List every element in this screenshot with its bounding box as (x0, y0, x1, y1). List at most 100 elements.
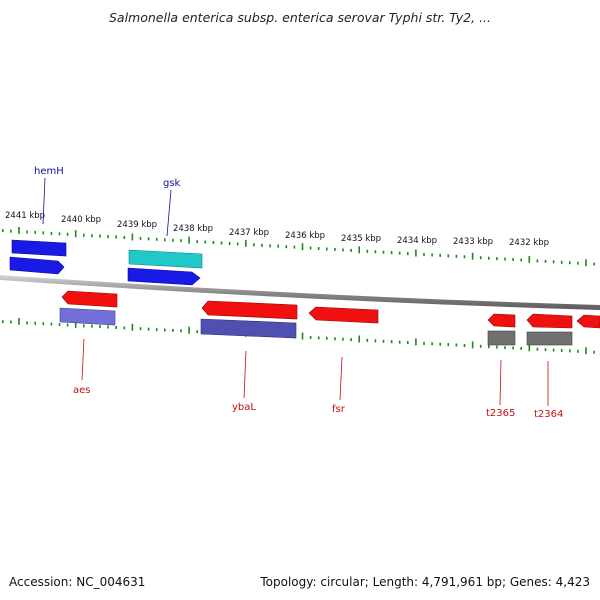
scale-lower-tick (415, 338, 417, 346)
scale-upper-tick (309, 246, 312, 250)
gene-aes[interactable] (61, 290, 118, 308)
leader-aes (81, 338, 85, 381)
scale-lower-tick (196, 330, 198, 334)
scale-upper-tick (423, 253, 425, 256)
scale-upper-tick (593, 262, 595, 266)
scale-upper-tick (382, 250, 385, 254)
scale-upper-tick (107, 235, 109, 239)
scale-lower-tick (2, 320, 4, 324)
scale-upper-tick (577, 261, 579, 265)
gene-fsr[interactable] (308, 306, 379, 324)
scale-upper-tick (123, 236, 126, 239)
scale-lower-tick (512, 346, 514, 350)
gene-labels: hemH gsk aes ybaL fsr t2365 t2364 (34, 166, 563, 420)
feature-t2364-rna[interactable] (526, 331, 573, 346)
scale-lower-tick (115, 326, 117, 329)
gene-hemH[interactable] (11, 239, 67, 257)
scale-lower-tick (398, 340, 401, 344)
scale-upper-tick (164, 238, 166, 242)
scale-lower-tick (358, 335, 360, 343)
scale-upper-tick (253, 243, 255, 247)
scale-upper-tick (374, 250, 377, 254)
scale-upper-tick (350, 248, 352, 252)
scale-upper-tick (398, 251, 401, 255)
feature-t2365-rna[interactable] (487, 330, 516, 346)
scale-upper-tick (50, 231, 53, 235)
feature-hemH-cds[interactable] (9, 256, 65, 275)
scale-upper-tick (463, 255, 466, 259)
label-ybaL[interactable]: ybaL (232, 402, 256, 413)
scale-upper-tick (277, 244, 279, 248)
scale-lower-tick (382, 339, 385, 343)
scale-upper-tick (293, 245, 296, 249)
scale-upper-tick (66, 232, 69, 236)
scale-upper-tick (220, 241, 223, 245)
scale-lower-tick (123, 326, 126, 330)
scale-upper-tick (560, 260, 563, 264)
scale-upper-tick (2, 229, 4, 233)
scale-lower-tick (342, 337, 344, 341)
feature-aes-cds[interactable] (59, 307, 116, 326)
accession-text: Accession: NC_004631 (9, 575, 146, 589)
scale-upper-tick (99, 234, 101, 238)
gene-t2365[interactable] (487, 313, 516, 328)
label-t2364[interactable]: t2364 (534, 409, 563, 420)
scale-lower-tick (407, 341, 409, 344)
scale-lower-tick (99, 325, 101, 329)
scale-lower-tick (188, 326, 190, 334)
label-aes[interactable]: aes (73, 385, 91, 396)
scale-upper-tick (115, 235, 117, 239)
feature-ybaL-cds[interactable] (200, 318, 297, 339)
scale-upper-tick (147, 237, 150, 241)
leader-hemH (42, 177, 46, 225)
scale-label-2435: 2435 kbp (341, 234, 381, 244)
scale-upper-tick (74, 230, 77, 238)
scale-lower-tick (139, 327, 142, 331)
scale-lower-tick (50, 322, 53, 326)
label-leaders (42, 177, 549, 406)
scale-upper-tick (504, 257, 506, 261)
scale-upper-tick (439, 253, 441, 257)
leader-t2365 (499, 359, 502, 406)
scale-upper-tick (455, 254, 458, 258)
scale-upper-tick (301, 243, 304, 251)
scale-lower-tick (10, 320, 12, 324)
scale-lower-tick (317, 336, 320, 340)
scale-label-2441: 2441 kbp (5, 211, 45, 221)
scale-lower-tick (18, 317, 20, 325)
gene-gsk[interactable] (128, 249, 203, 269)
scale-lower-tick (164, 328, 166, 332)
scale-upper-tick (228, 242, 231, 245)
scale-upper-tick (188, 236, 190, 244)
scale-lower-tick (447, 343, 450, 347)
scale-lower-tick (66, 323, 69, 327)
scale-upper-tick (212, 241, 215, 244)
scale-lower-tick (91, 324, 93, 328)
label-hemH[interactable]: hemH (34, 166, 64, 177)
gene-partial-right[interactable] (576, 314, 600, 329)
scale-lower-tick (488, 345, 490, 349)
gene-t2364[interactable] (526, 313, 573, 329)
scale-label-2436: 2436 kbp (285, 231, 325, 241)
label-fsr[interactable]: fsr (332, 404, 346, 415)
scale-lower-tick (536, 347, 539, 351)
scale-upper-tick (358, 246, 360, 254)
leader-gsk (166, 189, 172, 237)
feature-gsk-cds[interactable] (127, 267, 201, 286)
scale-lower-tick (155, 328, 158, 332)
scale-lower-tick (455, 343, 458, 347)
scale-upper-tick (261, 243, 263, 247)
gene-ybaL[interactable] (201, 300, 298, 320)
scale-lower-tick (350, 338, 352, 342)
scale-upper-tick (236, 242, 239, 246)
scale-lower-tick (326, 336, 328, 340)
scale-label-2432: 2432 kbp (509, 238, 549, 248)
scale-lower-tick (334, 337, 336, 341)
scale-upper-tick (407, 252, 409, 256)
label-gsk[interactable]: gsk (163, 178, 181, 189)
scale-upper-tick (528, 255, 531, 263)
scale-lower-tick (58, 323, 61, 326)
label-t2365[interactable]: t2365 (486, 408, 515, 419)
scale-upper-tick (285, 245, 288, 249)
scale-upper-tick (585, 259, 587, 267)
